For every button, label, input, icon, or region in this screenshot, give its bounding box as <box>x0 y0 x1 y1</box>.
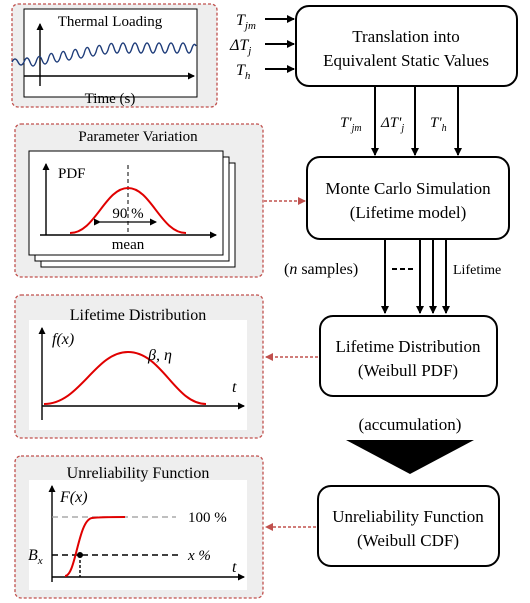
translated-values: T'jm ΔT'j T'h <box>340 86 462 156</box>
unreliability-title: Unreliability Function <box>67 465 210 482</box>
level-100-label: 100 % <box>188 510 227 526</box>
mean-label: mean <box>112 237 145 253</box>
weibull-cdf-curve <box>64 516 126 577</box>
lifetime-plot-area <box>29 320 247 430</box>
output-tjm: T'jm <box>340 115 362 134</box>
cdf-y-label: F(x) <box>59 489 88 506</box>
accumulation-arrow <box>346 440 474 474</box>
lifetime-distribution-box: Lifetime Distribution (Weibull PDF) <box>319 315 498 397</box>
output-dtj: ΔT'j <box>380 115 404 134</box>
output-th: T'h <box>430 115 447 134</box>
weibull-pdf-curve <box>43 350 207 405</box>
unreliability-function-panel: Unreliability Function F(x) 100 % x % Bx… <box>14 455 264 599</box>
thermal-waveform <box>11 42 197 67</box>
samples-label: (n samples) <box>284 261 358 278</box>
bx-point <box>77 552 83 558</box>
unreliability-plot-area <box>29 480 247 590</box>
inputs: Tjm ΔTj Th <box>229 12 295 82</box>
bx-label: Bx <box>28 547 43 567</box>
lifetime-y-label: f(x) <box>52 331 74 348</box>
lifetime-x-label: t <box>232 379 237 396</box>
svg-text:Lifetime Distribution: Lifetime Distribution <box>336 337 481 356</box>
unreliability-x-label: t <box>232 559 237 576</box>
monte-carlo-box: Monte Carlo Simulation (Lifetime model) <box>306 156 510 240</box>
input-dtj: ΔTj <box>229 37 251 57</box>
svg-text:(Weibull CDF): (Weibull CDF) <box>357 531 459 550</box>
lifetime-output-label: Lifetime <box>453 263 501 278</box>
lifetime-title: Lifetime Distribution <box>70 307 206 324</box>
parameter-variation-panel: Parameter Variation PDF 90 % mean <box>14 123 264 278</box>
svg-text:Monte Carlo Simulation: Monte Carlo Simulation <box>325 179 491 198</box>
level-x-label: x % <box>187 548 211 564</box>
translation-box: Translation into Equivalent Static Value… <box>295 5 518 87</box>
pdf-y-label: PDF <box>58 166 86 182</box>
svg-text:(Lifetime model): (Lifetime model) <box>350 203 467 222</box>
normal-curve <box>69 186 187 234</box>
weibull-params: β, η <box>147 347 172 364</box>
thermal-x-label: Time (s) <box>85 91 136 107</box>
svg-text:Translation into: Translation into <box>352 27 460 46</box>
svg-text:Unreliability Function: Unreliability Function <box>332 507 484 526</box>
svg-text:(Weibull PDF): (Weibull PDF) <box>358 361 458 380</box>
svg-text:Equivalent Static Values: Equivalent Static Values <box>323 51 489 70</box>
sample-arrows: (n samples) Lifetime <box>284 239 501 314</box>
input-th: Th <box>236 62 251 82</box>
thermal-plot-area <box>23 8 198 98</box>
parameter-title: Parameter Variation <box>78 129 198 145</box>
accumulation-label: (accumulation) <box>359 415 462 434</box>
percent-label: 90 % <box>112 206 143 222</box>
lifetime-distribution-panel: Lifetime Distribution f(x) β, η t <box>14 294 264 439</box>
thermal-loading-panel: Thermal Loading Time (s) <box>11 3 218 108</box>
input-tjm: Tjm <box>236 12 256 32</box>
stack-card-front <box>28 150 224 256</box>
thermal-title: Thermal Loading <box>58 14 163 30</box>
unreliability-function-box: Unreliability Function (Weibull CDF) <box>317 485 500 567</box>
